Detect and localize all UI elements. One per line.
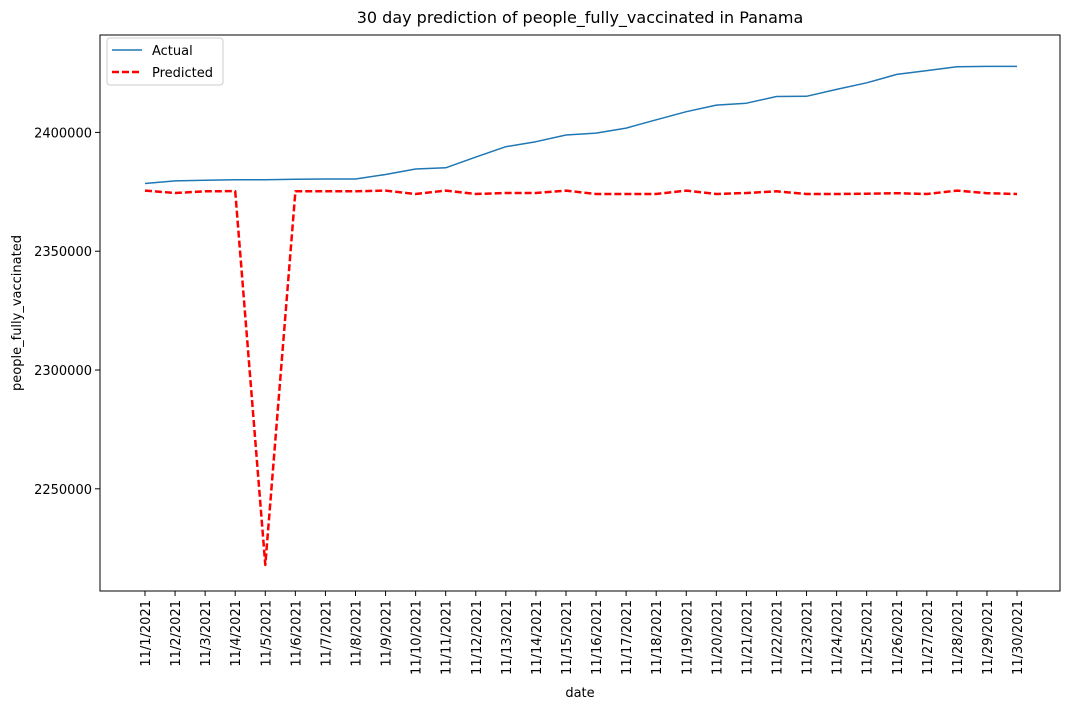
y-tick-label: 2300000 — [34, 364, 92, 379]
series-line-actual — [144, 65, 1017, 185]
x-tick-label: 11/19/2021 — [680, 600, 695, 675]
x-tick-label: 11/10/2021 — [410, 600, 425, 675]
x-tick-label: 11/18/2021 — [650, 600, 665, 675]
y-axis-title: people_fully_vaccinated — [10, 235, 25, 391]
x-tick-label: 11/23/2021 — [801, 600, 816, 675]
x-tick-label: 11/11/2021 — [440, 600, 455, 675]
series-line-predicted — [144, 189, 1018, 567]
x-tick-label: 11/28/2021 — [951, 600, 966, 675]
x-tick-label: 11/6/2021 — [289, 600, 304, 667]
x-tick-label: 11/2/2021 — [169, 600, 184, 667]
x-tick-label: 11/27/2021 — [921, 600, 936, 675]
x-tick-label: 11/17/2021 — [620, 600, 635, 675]
x-tick-label: 11/7/2021 — [319, 600, 334, 667]
legend: Actual Predicted — [106, 37, 224, 86]
x-tick-label: 11/13/2021 — [500, 600, 515, 675]
y-tick-label: 2350000 — [34, 245, 92, 260]
x-tick-label: 11/15/2021 — [560, 600, 575, 675]
x-tick-label: 11/25/2021 — [861, 600, 876, 675]
legend-label-actual: Actual — [152, 44, 193, 59]
y-axis-ticks: 2250000 2300000 2350000 2400000 — [34, 126, 100, 498]
series-layer — [144, 65, 1018, 567]
x-tick-label: 11/14/2021 — [530, 600, 545, 675]
x-tick-label: 11/29/2021 — [981, 600, 996, 675]
x-tick-label: 11/20/2021 — [710, 600, 725, 675]
legend-label-predicted: Predicted — [152, 66, 213, 81]
x-tick-label: 11/3/2021 — [199, 600, 214, 667]
x-tick-label: 11/22/2021 — [770, 600, 785, 675]
x-tick-label: 11/24/2021 — [831, 600, 846, 675]
x-axis-ticks: 11/1/2021 11/2/2021 11/3/2021 11/4/2021 11/5… — [139, 591, 1026, 675]
x-tick-label: 11/12/2021 — [470, 600, 485, 675]
x-tick-label: 11/30/2021 — [1011, 600, 1026, 675]
y-tick-label: 2250000 — [34, 483, 92, 498]
x-tick-label: 11/26/2021 — [891, 600, 906, 675]
y-tick-label: 2400000 — [34, 126, 92, 141]
chart-title: 30 day prediction of people_fully_vaccin… — [357, 8, 804, 28]
x-axis-title: date — [565, 686, 594, 701]
x-tick-label: 11/4/2021 — [229, 600, 244, 667]
plot-area-frame — [99, 34, 1061, 592]
x-tick-label: 11/5/2021 — [259, 600, 274, 667]
x-tick-label: 11/21/2021 — [740, 600, 755, 675]
x-tick-label: 11/8/2021 — [349, 600, 364, 667]
x-tick-label: 11/9/2021 — [380, 600, 395, 667]
x-tick-label: 11/16/2021 — [590, 600, 605, 675]
x-tick-label: 11/1/2021 — [139, 600, 154, 667]
